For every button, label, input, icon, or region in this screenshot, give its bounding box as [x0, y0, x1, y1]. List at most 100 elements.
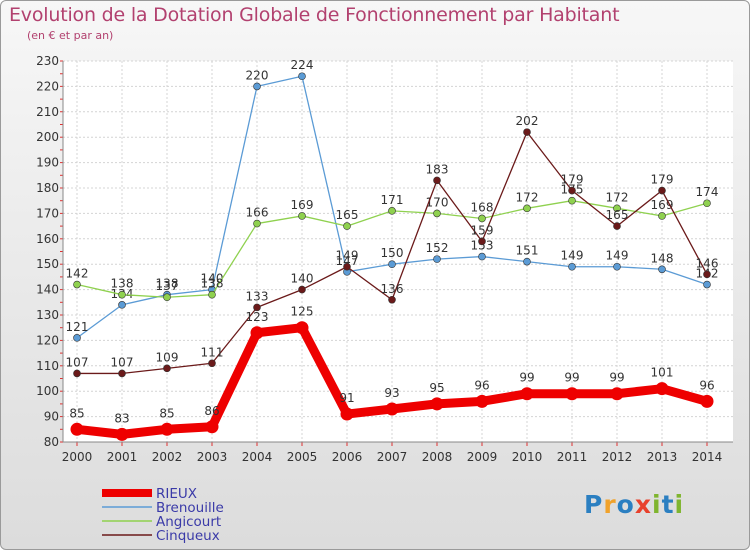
data-point-brenouille: [523, 257, 531, 266]
data-point-cinqueux: [433, 176, 441, 185]
y-tick-label: 160: [36, 232, 59, 246]
data-point-rieux: [205, 420, 219, 434]
legend-label-brenouille: Brenouille: [156, 500, 224, 516]
data-point-cinqueux: [118, 369, 126, 378]
data-label-rieux: 85: [159, 406, 174, 420]
data-label-angicourt: 142: [66, 267, 89, 281]
data-point-rieux: [70, 422, 84, 436]
data-label-cinqueux: 179: [651, 173, 674, 187]
data-label-angicourt: 174: [696, 185, 719, 199]
data-point-rieux: [655, 382, 669, 396]
data-label-angicourt: 165: [336, 208, 359, 222]
x-tick-label: 2014: [692, 450, 723, 464]
data-label-brenouille: 149: [606, 249, 629, 263]
data-label-brenouille: 140: [201, 272, 224, 286]
y-tick-label: 170: [36, 206, 59, 220]
x-tick-label: 2004: [242, 450, 273, 464]
x-tick-label: 2010: [512, 450, 543, 464]
data-point-angicourt: [388, 207, 396, 215]
data-point-rieux: [385, 402, 399, 416]
data-label-cinqueux: 202: [516, 114, 539, 128]
data-label-rieux: 99: [519, 371, 534, 385]
data-label-rieux: 99: [609, 371, 624, 385]
data-label-angicourt: 138: [201, 277, 224, 291]
data-point-rieux: [160, 422, 174, 436]
data-point-brenouille: [613, 262, 621, 271]
data-label-rieux: 86: [204, 404, 219, 418]
data-label-angicourt: 169: [291, 198, 314, 212]
data-point-rieux: [295, 321, 309, 335]
x-tick-label: 2000: [62, 450, 93, 464]
y-tick-label: 210: [36, 105, 59, 119]
data-label-cinqueux: 109: [156, 350, 179, 364]
data-point-rieux: [340, 407, 354, 421]
data-label-cinqueux: 165: [606, 208, 629, 222]
x-tick-label: 2001: [107, 450, 138, 464]
data-label-cinqueux: 111: [201, 345, 224, 359]
data-label-cinqueux: 183: [426, 162, 449, 176]
data-point-cinqueux: [658, 186, 666, 195]
data-point-brenouille: [253, 82, 261, 91]
data-point-brenouille: [388, 260, 396, 269]
y-tick-label: 150: [36, 257, 59, 271]
data-label-rieux: 85: [69, 406, 84, 420]
data-point-angicourt: [613, 204, 621, 213]
data-label-brenouille: 220: [246, 68, 269, 82]
data-point-angicourt: [163, 293, 171, 302]
plot-area: [63, 61, 733, 442]
data-point-angicourt: [568, 196, 576, 205]
data-label-brenouille: 153: [471, 239, 494, 253]
data-label-angicourt: 137: [156, 279, 179, 293]
data-point-rieux: [520, 387, 534, 401]
data-point-cinqueux: [388, 295, 396, 304]
y-tick-label: 100: [36, 384, 59, 398]
data-point-angicourt: [253, 219, 261, 228]
data-label-angicourt: 172: [516, 190, 539, 204]
data-point-cinqueux: [253, 303, 261, 312]
data-label-rieux: 101: [651, 366, 674, 380]
y-tick-label: 80: [44, 435, 59, 449]
y-tick-label: 110: [36, 359, 59, 373]
data-label-brenouille: 121: [66, 320, 89, 334]
data-point-brenouille: [298, 72, 306, 81]
data-point-cinqueux: [343, 262, 351, 271]
data-point-cinqueux: [568, 186, 576, 195]
data-label-cinqueux: 133: [246, 289, 269, 303]
data-point-angicourt: [703, 199, 711, 208]
y-tick-label: 120: [36, 333, 59, 347]
proxiti-logo: Proxiti: [584, 490, 685, 519]
chart-subtitle: (en € et par an): [27, 29, 114, 42]
data-label-brenouille: 151: [516, 244, 539, 258]
data-point-rieux: [610, 387, 624, 401]
data-point-cinqueux: [478, 237, 486, 246]
data-point-angicourt: [523, 204, 531, 213]
data-point-rieux: [700, 394, 714, 408]
x-tick-label: 2006: [332, 450, 363, 464]
y-tick-label: 220: [36, 79, 59, 93]
data-label-brenouille: 138: [156, 277, 179, 291]
data-point-rieux: [250, 326, 264, 340]
data-point-brenouille: [703, 280, 711, 289]
data-label-brenouille: 152: [426, 241, 449, 255]
y-tick-label: 140: [36, 283, 59, 297]
x-tick-label: 2012: [602, 450, 633, 464]
data-label-rieux: 123: [246, 310, 269, 324]
data-label-brenouille: 224: [291, 58, 314, 72]
data-point-cinqueux: [703, 270, 711, 279]
data-label-cinqueux: 146: [696, 256, 719, 270]
data-label-rieux: 125: [291, 305, 314, 319]
data-label-angicourt: 166: [246, 206, 269, 220]
legend-label-rieux: RIEUX: [156, 486, 197, 502]
y-tick-label: 190: [36, 156, 59, 170]
legend-label-cinqueux: Cinqueux: [156, 528, 220, 544]
x-tick-label: 2007: [377, 450, 408, 464]
data-point-angicourt: [118, 290, 126, 299]
data-point-cinqueux: [613, 222, 621, 230]
y-tick-label: 230: [36, 54, 59, 68]
data-point-brenouille: [478, 252, 486, 261]
y-tick-label: 90: [44, 410, 59, 424]
data-point-angicourt: [343, 222, 351, 230]
data-point-brenouille: [73, 334, 81, 342]
x-tick-label: 2003: [197, 450, 228, 464]
